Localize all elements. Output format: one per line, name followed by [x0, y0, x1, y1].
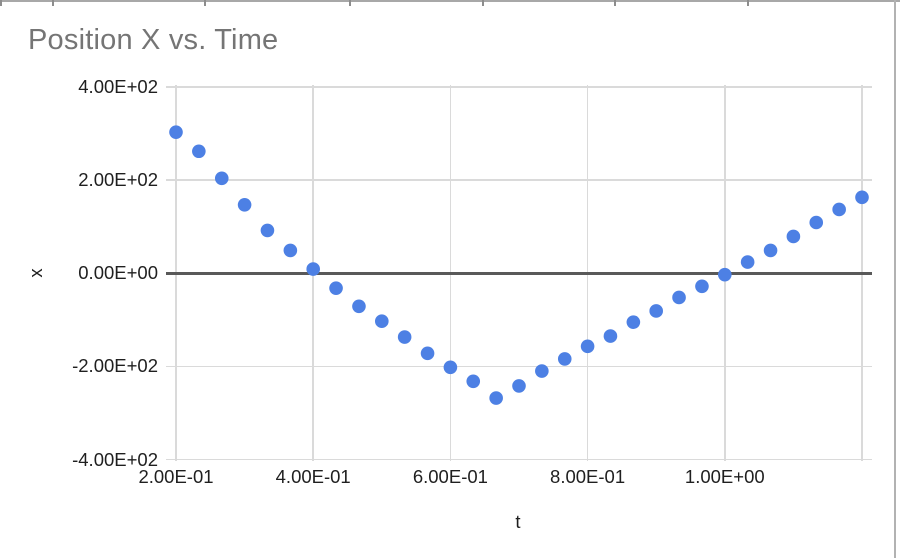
data-point[interactable]	[535, 364, 549, 378]
x-tick-label: 8.00E-01	[550, 466, 626, 487]
y-tick-label: 2.00E+02	[78, 169, 158, 191]
data-point[interactable]	[855, 190, 869, 205]
data-point[interactable]	[718, 267, 732, 282]
sheet-column-tick	[482, 0, 484, 6]
data-point[interactable]	[603, 329, 618, 343]
x-tick-label: 2.00E-01	[138, 466, 214, 487]
window-right-border	[894, 0, 896, 558]
data-point[interactable]	[397, 330, 412, 344]
data-point[interactable]	[557, 352, 572, 366]
sheet-column-tick	[747, 0, 749, 6]
data-point[interactable]	[740, 255, 755, 269]
sheet-column-tick	[52, 0, 54, 6]
sheet-top-border	[0, 0, 900, 2]
data-point[interactable]	[786, 229, 801, 244]
data-point[interactable]	[192, 144, 206, 159]
y-tick-label: 4.00E+02	[78, 76, 158, 97]
data-point[interactable]	[329, 281, 343, 295]
sheet-column-tick	[349, 0, 351, 6]
y-gridline	[166, 365, 872, 368]
data-point[interactable]	[283, 243, 298, 258]
y-tick-label: -2.00E+02	[72, 355, 158, 377]
y-gridline	[166, 179, 872, 181]
data-point[interactable]	[695, 279, 709, 294]
x-tick-label: 1.00E+00	[684, 466, 765, 487]
sheet-column-tick	[0, 0, 2, 6]
x-tick-label: 6.00E-01	[412, 466, 488, 487]
data-point[interactable]	[626, 315, 641, 329]
data-point[interactable]	[352, 299, 366, 314]
data-point[interactable]	[466, 374, 481, 389]
chart-title: Position X vs. Time	[28, 24, 279, 56]
data-point[interactable]	[306, 262, 321, 276]
data-point[interactable]	[832, 202, 846, 217]
data-point[interactable]	[672, 290, 686, 305]
y-tick-label: 0.00E+00	[78, 262, 158, 284]
data-point[interactable]	[809, 215, 824, 230]
data-point[interactable]	[214, 171, 229, 186]
data-point[interactable]	[260, 223, 275, 238]
data-point[interactable]	[443, 360, 458, 375]
y-gridline	[166, 86, 872, 88]
y-gridline	[166, 458, 872, 461]
data-point[interactable]	[237, 198, 252, 212]
data-point[interactable]	[169, 125, 183, 139]
data-point[interactable]	[512, 379, 526, 393]
zero-baseline	[166, 272, 872, 275]
data-point[interactable]	[763, 243, 778, 258]
x-tick-label: 4.00E-01	[275, 466, 351, 487]
data-point[interactable]	[649, 304, 663, 318]
y-tick-label: -4.00E+02	[72, 448, 158, 470]
data-point[interactable]	[580, 339, 595, 354]
data-point[interactable]	[375, 314, 389, 329]
data-point[interactable]	[420, 346, 435, 361]
x-axis-title: t	[515, 511, 521, 532]
data-point[interactable]	[489, 391, 503, 405]
sheet-column-tick	[614, 0, 616, 6]
sheet-column-tick	[204, 0, 206, 6]
